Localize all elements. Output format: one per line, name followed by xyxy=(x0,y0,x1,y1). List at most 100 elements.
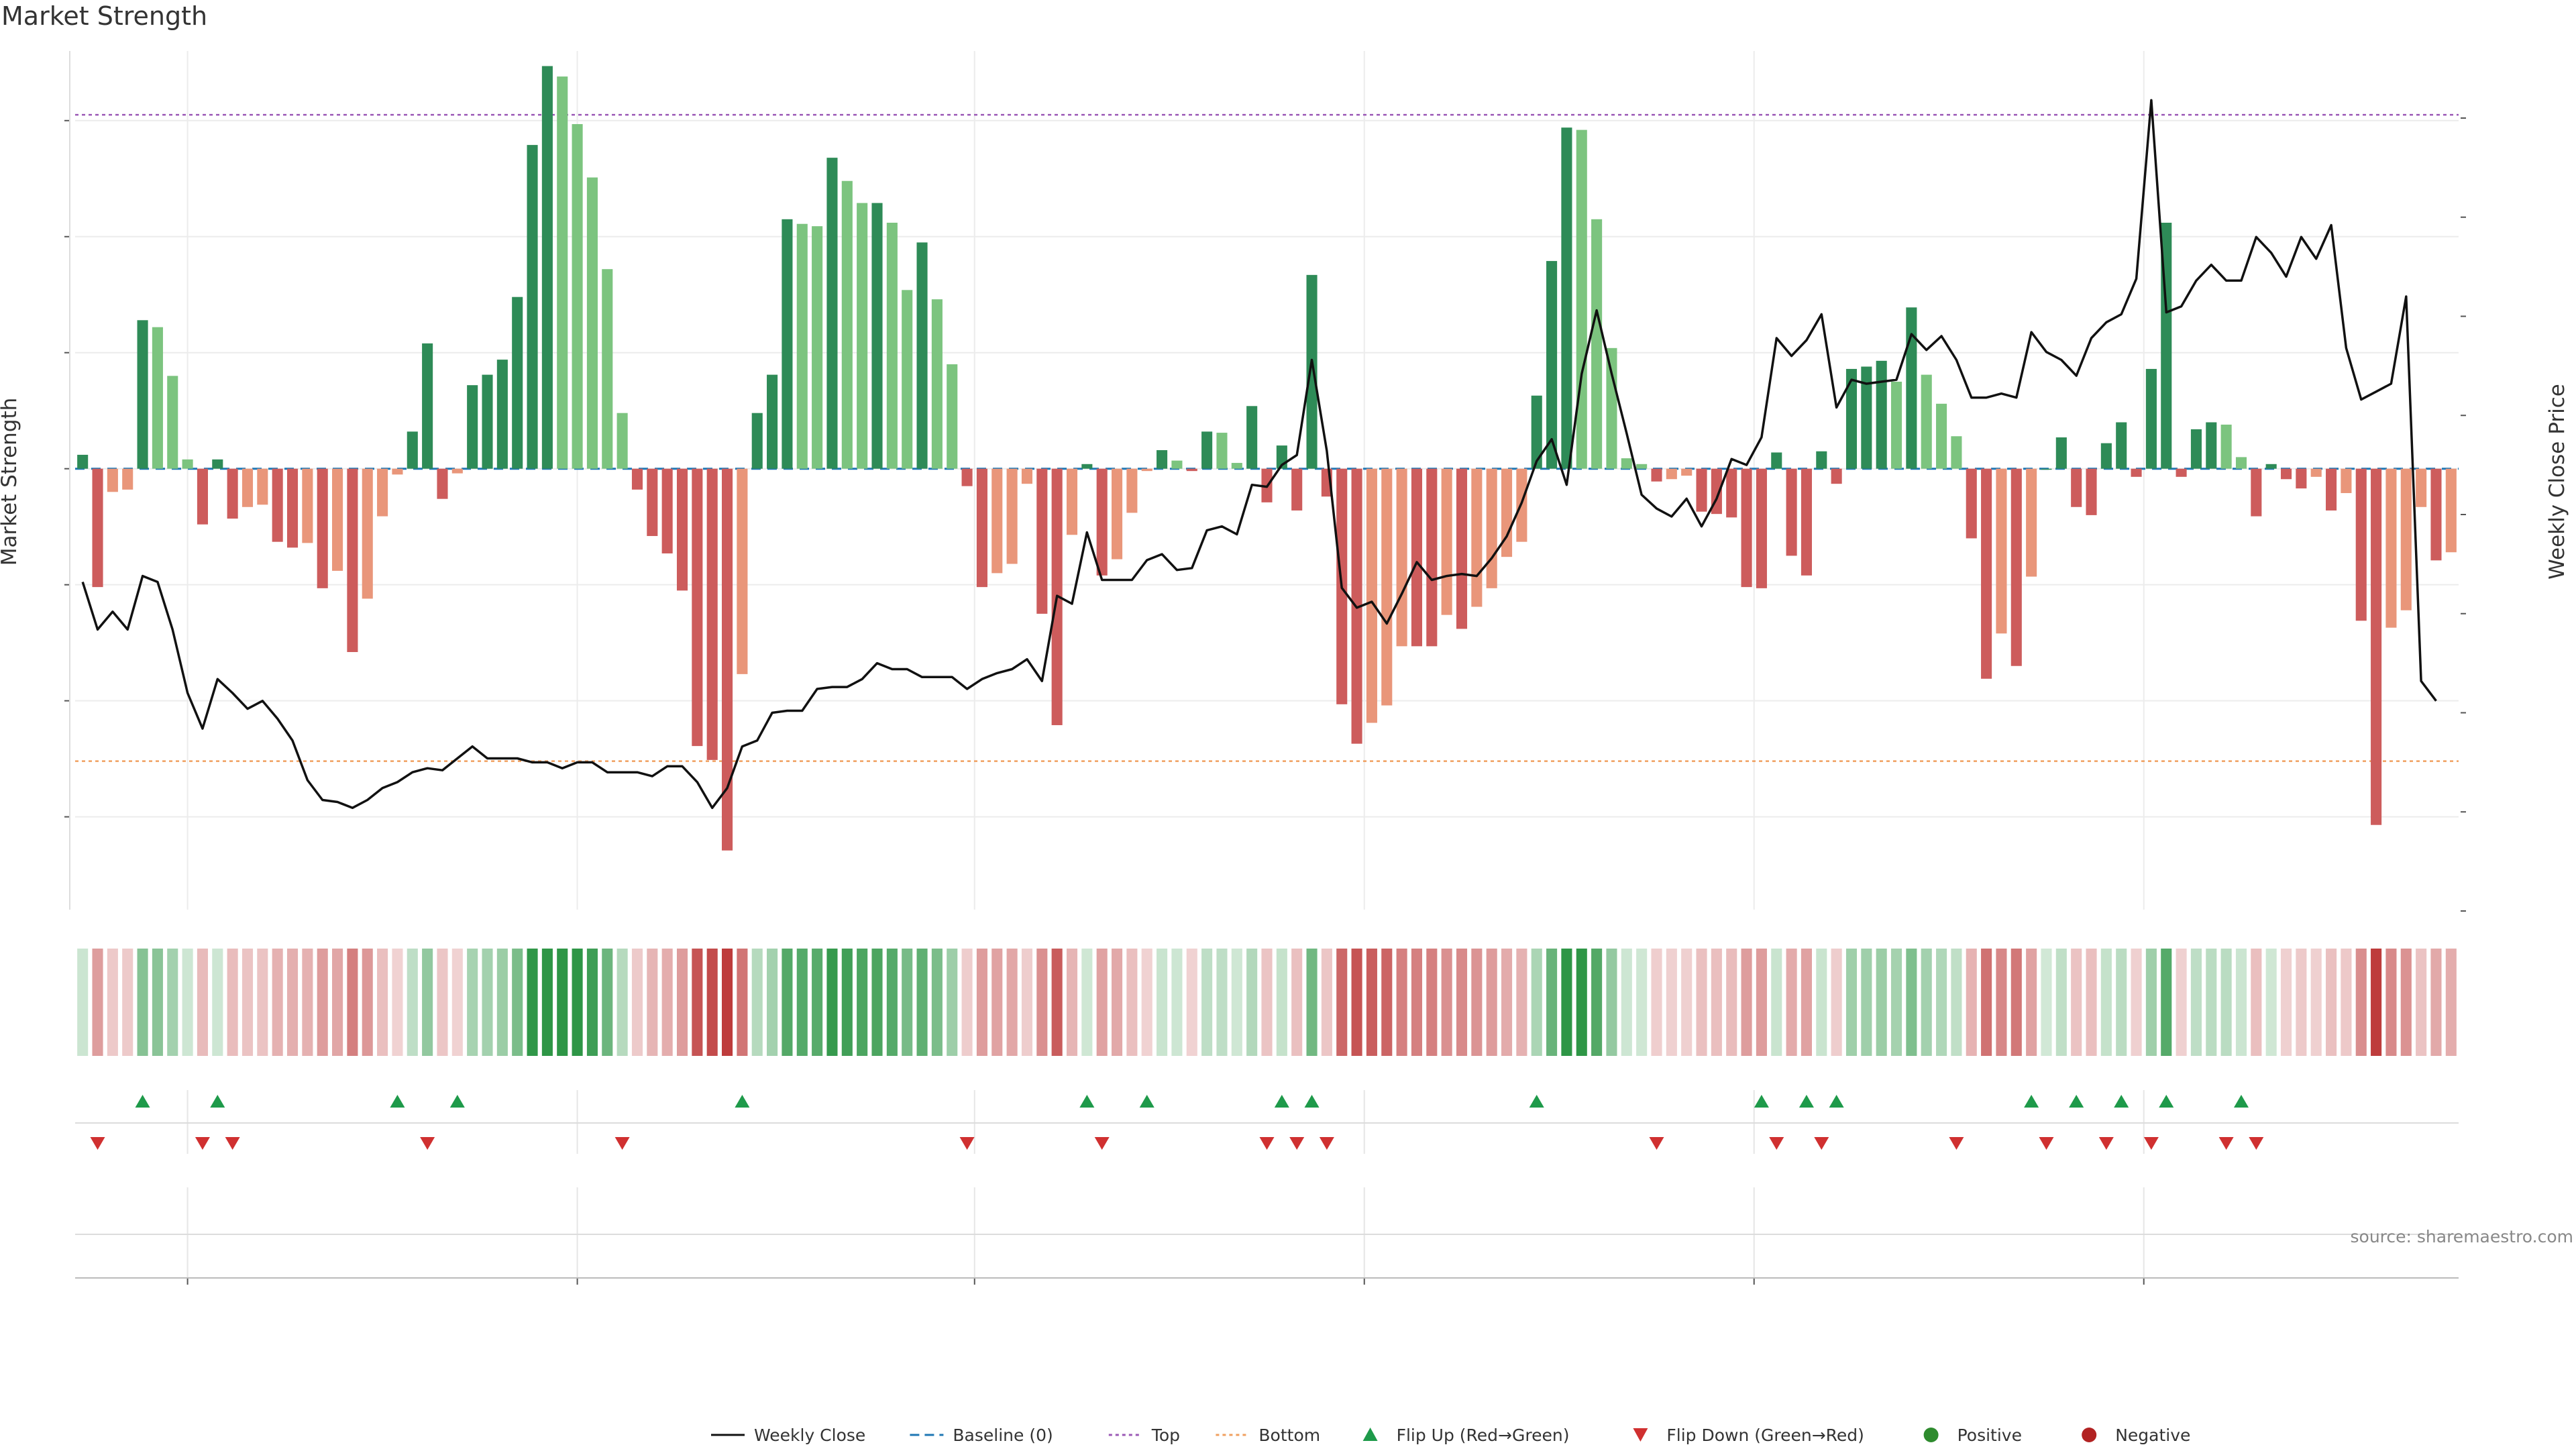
strength-bar xyxy=(1771,452,1782,468)
strength-bar xyxy=(752,413,763,469)
flip-up-marker xyxy=(1275,1095,1289,1108)
heat-cell xyxy=(407,949,418,1056)
heat-cell xyxy=(2401,949,2412,1056)
strength-bar xyxy=(1532,396,1542,469)
flip-up-marker xyxy=(1799,1095,1814,1108)
heat-cell xyxy=(1261,949,1272,1056)
strength-bar xyxy=(107,469,118,492)
heat-cell xyxy=(2071,949,2082,1056)
strength-bar xyxy=(242,469,253,507)
left-axis-title: Market Strength xyxy=(0,398,21,566)
heat-cell xyxy=(107,949,118,1056)
heat-cell xyxy=(1052,949,1063,1056)
heat-cell xyxy=(1532,949,1542,1056)
strength-bar xyxy=(1546,261,1557,469)
strength-bar xyxy=(1366,469,1377,723)
strength-bars xyxy=(77,66,2457,850)
strength-bar xyxy=(482,375,492,469)
heat-cell xyxy=(1081,949,1092,1056)
flip-down-marker xyxy=(1260,1137,1275,1150)
legend-item: Baseline (0) xyxy=(910,1426,1053,1445)
flip-up-marker xyxy=(2069,1095,2084,1108)
heat-cell xyxy=(1756,949,1767,1056)
legend-item: Negative xyxy=(2082,1426,2190,1445)
strength-bar xyxy=(422,343,433,469)
strength-bar xyxy=(2131,469,2142,477)
strength-bar xyxy=(1936,404,1947,469)
heat-cell xyxy=(1322,949,1332,1056)
flip-down-marker xyxy=(2249,1137,2263,1150)
flip-down-marker xyxy=(960,1137,975,1150)
strength-bar xyxy=(871,203,882,469)
heat-cell xyxy=(932,949,943,1056)
heat-cell xyxy=(1007,949,1018,1056)
strength-bar xyxy=(1171,461,1182,469)
strength-bar xyxy=(2206,423,2216,469)
heat-cell xyxy=(1771,949,1782,1056)
strength-bar xyxy=(617,413,628,469)
heat-cell xyxy=(2236,949,2247,1056)
strength-bar xyxy=(1022,469,1032,484)
heat-cell xyxy=(647,949,657,1056)
heat-cell xyxy=(1801,949,1812,1056)
flip-down-marker xyxy=(195,1137,210,1150)
heat-cell xyxy=(1621,949,1632,1056)
legend-swatch-flip-down-icon xyxy=(1633,1428,1648,1442)
strength-bar xyxy=(887,223,898,469)
legend-item: Top xyxy=(1109,1426,1180,1445)
heat-cell xyxy=(422,949,433,1056)
strength-bar xyxy=(1786,469,1797,556)
heat-cell xyxy=(962,949,973,1056)
strength-bar xyxy=(1741,469,1752,587)
legend-label: Positive xyxy=(1957,1426,2022,1445)
heat-cell xyxy=(1426,949,1437,1056)
flip-up-marker xyxy=(1529,1095,1544,1108)
strength-bar xyxy=(2056,437,2067,469)
flip-up-marker xyxy=(2159,1095,2174,1108)
heat-cell xyxy=(2101,949,2112,1056)
flip-up-marker xyxy=(2024,1095,2039,1108)
heat-cell xyxy=(692,949,702,1056)
heat-cell xyxy=(1487,949,1497,1056)
flip-up-marker xyxy=(1754,1095,1769,1108)
strength-bar xyxy=(812,226,822,469)
right-axis-title: Weekly Close Price xyxy=(2545,384,2569,580)
strength-bar xyxy=(902,290,912,468)
flip-up-marker xyxy=(1079,1095,1094,1108)
flip-up-marker xyxy=(1305,1095,1320,1108)
heat-cell xyxy=(377,949,388,1056)
strength-bar xyxy=(2266,464,2277,469)
strength-bar xyxy=(842,181,853,469)
heat-cell xyxy=(1861,949,1872,1056)
strength-bar xyxy=(707,469,718,760)
flip-up-marker xyxy=(450,1095,465,1108)
strength-bar xyxy=(362,469,373,599)
heat-cell xyxy=(437,949,447,1056)
strength-bar xyxy=(2356,469,2367,621)
heat-cell xyxy=(1036,949,1047,1056)
strength-bar xyxy=(1216,433,1227,469)
heat-cell xyxy=(317,949,328,1056)
heat-cell xyxy=(1157,949,1167,1056)
strength-bar xyxy=(1142,469,1152,471)
flip-down-marker xyxy=(1320,1137,1334,1150)
strength-bar xyxy=(1411,469,1422,647)
heat-cell xyxy=(257,949,268,1056)
flip-up-marker xyxy=(1829,1095,1844,1108)
heat-cell xyxy=(1501,949,1512,1056)
flip-down-marker xyxy=(2219,1137,2234,1150)
strength-bar xyxy=(1007,469,1018,564)
strength-bar xyxy=(1591,219,1602,469)
strength-bar xyxy=(497,360,508,469)
flip-down-marker xyxy=(420,1137,435,1150)
heat-cell xyxy=(916,949,927,1056)
heat-cell xyxy=(227,949,238,1056)
strength-bar xyxy=(662,469,673,553)
strength-bar xyxy=(1187,469,1197,471)
heat-cell xyxy=(497,949,508,1056)
strength-bar xyxy=(2041,469,2051,470)
heat-cell xyxy=(602,949,612,1056)
flip-up-marker xyxy=(735,1095,749,1108)
flip-down-marker xyxy=(1649,1137,1664,1150)
